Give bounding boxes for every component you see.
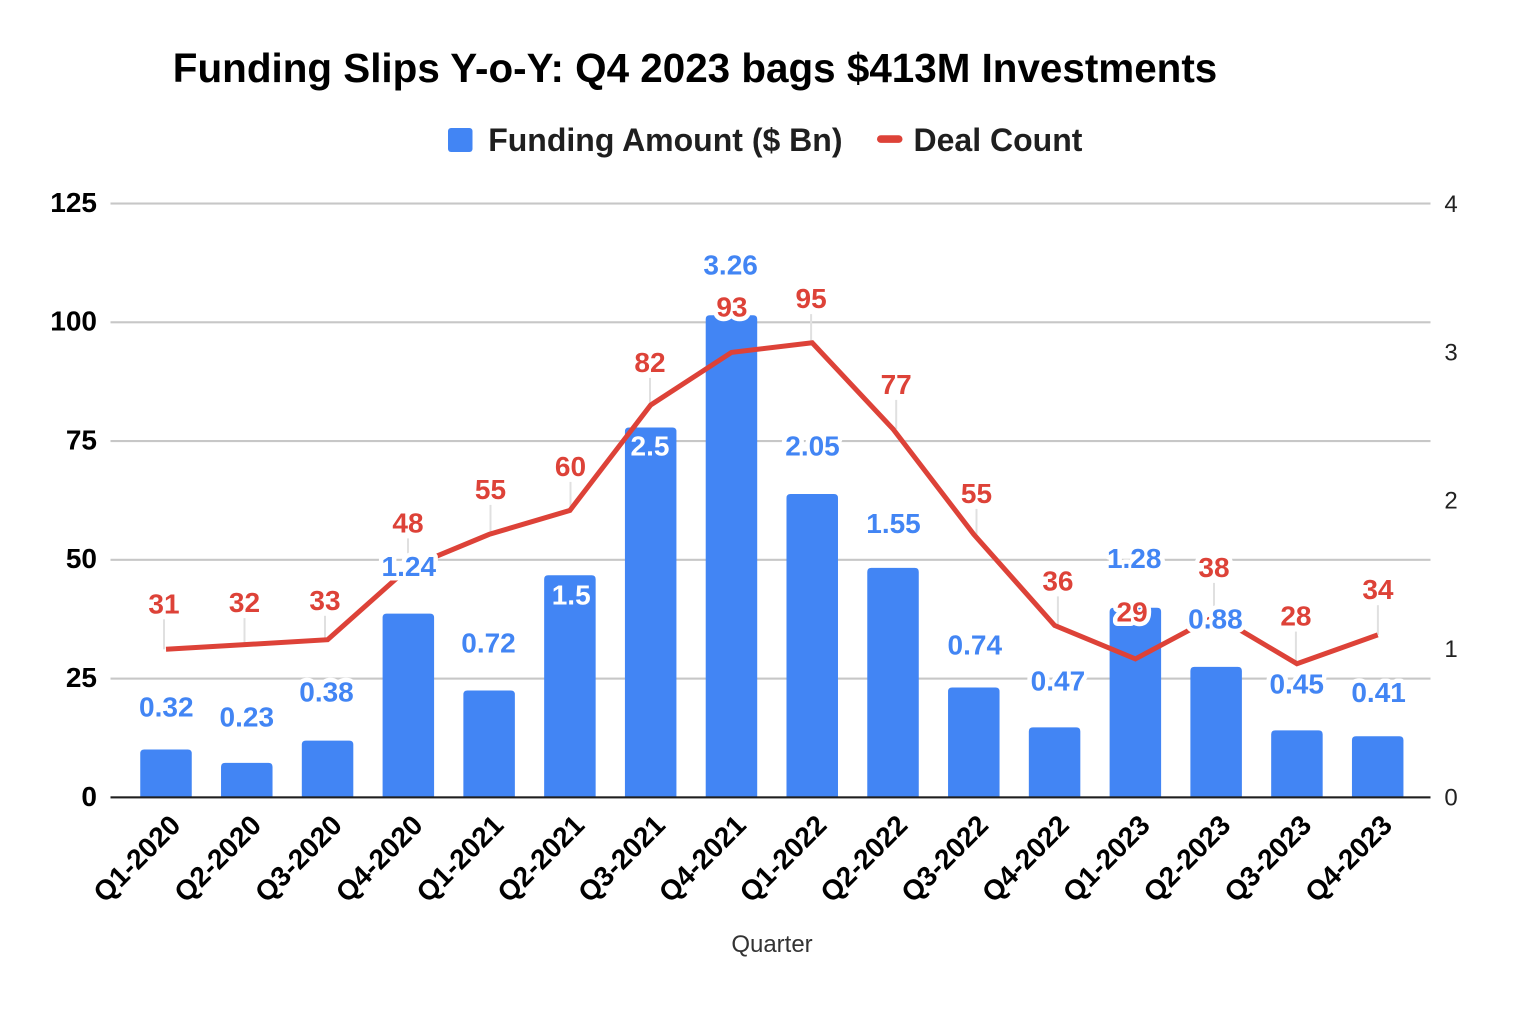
svg-text:33: 33 (309, 585, 340, 616)
svg-text:125: 125 (50, 187, 97, 218)
svg-text:0: 0 (1444, 785, 1457, 812)
svg-text:1: 1 (1444, 636, 1457, 663)
svg-text:0: 0 (81, 781, 97, 812)
svg-text:0.38: 0.38 (299, 676, 354, 707)
svg-text:2: 2 (1444, 488, 1457, 515)
svg-text:100: 100 (50, 306, 97, 337)
svg-text:4: 4 (1444, 191, 1457, 218)
svg-text:2.5: 2.5 (631, 430, 670, 461)
svg-text:2.05: 2.05 (785, 430, 840, 461)
svg-text:28: 28 (1280, 601, 1311, 632)
svg-text:3: 3 (1444, 339, 1457, 366)
svg-text:55: 55 (475, 474, 506, 505)
svg-text:1.28: 1.28 (1107, 543, 1162, 574)
svg-text:1.55: 1.55 (866, 508, 921, 539)
svg-text:36: 36 (1042, 565, 1073, 596)
svg-text:38: 38 (1198, 552, 1229, 583)
svg-text:Funding Slips Y-o-Y: Q4 2023 b: Funding Slips Y-o-Y: Q4 2023 bags $413M … (173, 45, 1217, 91)
svg-text:3.26: 3.26 (703, 250, 758, 281)
svg-text:0.23: 0.23 (220, 701, 275, 732)
svg-text:48: 48 (392, 507, 423, 538)
svg-text:55: 55 (961, 478, 992, 509)
svg-text:29: 29 (1117, 596, 1148, 627)
svg-text:0.41: 0.41 (1351, 677, 1406, 708)
svg-text:Deal Count: Deal Count (914, 122, 1083, 158)
svg-text:77: 77 (881, 369, 912, 400)
svg-text:31: 31 (148, 588, 179, 619)
svg-text:50: 50 (66, 543, 97, 574)
svg-text:95: 95 (796, 283, 827, 314)
svg-text:0.72: 0.72 (461, 628, 516, 659)
svg-text:25: 25 (66, 662, 97, 693)
svg-text:0.47: 0.47 (1031, 665, 1086, 696)
svg-text:32: 32 (229, 587, 260, 618)
svg-text:0.74: 0.74 (948, 630, 1003, 661)
svg-text:93: 93 (716, 291, 747, 322)
svg-text:Funding Amount ($ Bn): Funding Amount ($ Bn) (488, 122, 842, 158)
svg-text:0.45: 0.45 (1269, 669, 1324, 700)
svg-text:Quarter: Quarter (731, 931, 812, 958)
svg-text:0.88: 0.88 (1188, 603, 1243, 634)
svg-text:60: 60 (555, 451, 586, 482)
svg-text:0.32: 0.32 (139, 691, 194, 722)
svg-text:82: 82 (634, 347, 665, 378)
svg-text:1.24: 1.24 (382, 551, 437, 582)
svg-text:75: 75 (66, 425, 97, 456)
svg-text:1.5: 1.5 (552, 580, 591, 611)
svg-text:34: 34 (1362, 574, 1394, 605)
